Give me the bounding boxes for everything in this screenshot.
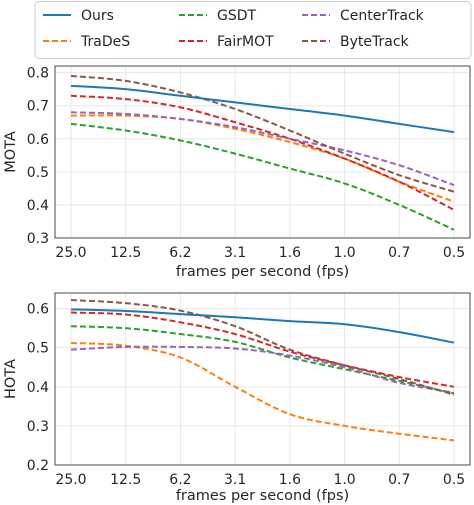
mota-x-tick-label: 1.0	[333, 245, 355, 261]
mota-x-tick-label: 1.6	[279, 245, 301, 261]
hota-x-tick-label: 6.2	[169, 472, 191, 488]
hota-x-tick-label: 12.5	[110, 472, 141, 488]
legend-label-trades: TraDeS	[80, 34, 130, 50]
hota-x-tick-label: 3.1	[224, 472, 246, 488]
hota-x-tick-label: 0.5	[443, 472, 465, 488]
mota-series-group	[70, 74, 455, 231]
hota-y-tick-label: 0.2	[27, 458, 49, 474]
mota-y-tick-label: 0.7	[27, 99, 49, 115]
hota-series-group	[70, 299, 455, 442]
mota-series-fairmot	[70, 94, 455, 211]
mota-y-tick-label: 0.3	[27, 231, 49, 247]
mota-series-ours	[70, 84, 455, 134]
mota-y-tick-label: 0.5	[27, 165, 49, 181]
hota-y-tick-label: 0.3	[27, 419, 49, 435]
legend-label-centertrack: CenterTrack	[340, 8, 425, 24]
mota-y-tick-label: 0.8	[27, 66, 49, 82]
hota-plot-frame	[54, 292, 471, 466]
legend-label-ours: Ours	[81, 8, 114, 24]
mota-x-tick-label: 12.5	[110, 245, 141, 261]
legend: Ours TraDeS GSDT FairMOT CenterTrack ByteTrac…	[34, 1, 472, 59]
mota-chart: 0.3 0.4 0.5 0.6 0.7 0.8 25.0 12.5 6.2 3.1 1.6 1.0 0.…	[3, 65, 471, 280]
legend-label-bytetrack: ByteTrack	[340, 34, 410, 50]
hota-series-gsdt	[70, 325, 455, 395]
hota-series-ours	[70, 308, 455, 344]
mota-x-tick-label: 6.2	[169, 245, 191, 261]
mota-series-bytetrack	[70, 74, 455, 193]
mota-y-axis-label: MOTA	[3, 131, 19, 173]
hota-y-tick-label: 0.4	[27, 380, 49, 396]
mota-plot-frame	[54, 65, 471, 239]
mota-x-axis-label: frames per second (fps)	[176, 264, 349, 280]
hota-x-tick-label: 25.0	[55, 472, 86, 488]
mota-series-trades	[70, 114, 455, 203]
mota-y-tick-label: 0.6	[27, 132, 49, 148]
hota-x-tick-label: 1.0	[333, 472, 355, 488]
mota-x-tick-label: 0.5	[443, 245, 465, 261]
hota-x-tick-label: 0.7	[388, 472, 410, 488]
mota-series-gsdt	[70, 122, 455, 231]
hota-y-axis-label: HOTA	[3, 359, 19, 399]
mota-x-tick-label: 3.1	[224, 245, 246, 261]
legend-frame	[34, 1, 472, 59]
hota-series-fairmot	[70, 311, 455, 388]
hota-y-tick-label: 0.5	[27, 341, 49, 357]
mota-series-centertrack	[70, 111, 455, 187]
mota-x-tick-label: 25.0	[55, 245, 86, 261]
hota-series-bytetrack	[70, 299, 455, 396]
hota-y-tick-label: 0.6	[27, 302, 49, 318]
hota-chart: 0.2 0.3 0.4 0.5 0.6 25.0 12.5 6.2 3.1 1.6 1.0 0.7 0.…	[3, 292, 471, 504]
mota-x-tick-label: 0.7	[388, 245, 410, 261]
mota-y-tick-label: 0.4	[27, 198, 49, 214]
legend-label-gsdt: GSDT	[217, 8, 257, 24]
legend-label-fairmot: FairMOT	[217, 34, 274, 50]
hota-x-axis-label: frames per second (fps)	[176, 488, 349, 504]
hota-series-centertrack	[70, 345, 455, 394]
hota-x-tick-label: 1.6	[279, 472, 301, 488]
